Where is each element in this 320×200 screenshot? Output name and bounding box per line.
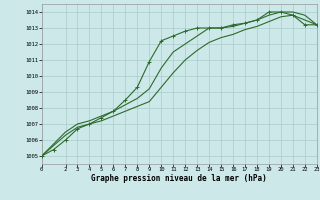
X-axis label: Graphe pression niveau de la mer (hPa): Graphe pression niveau de la mer (hPa) bbox=[91, 174, 267, 183]
